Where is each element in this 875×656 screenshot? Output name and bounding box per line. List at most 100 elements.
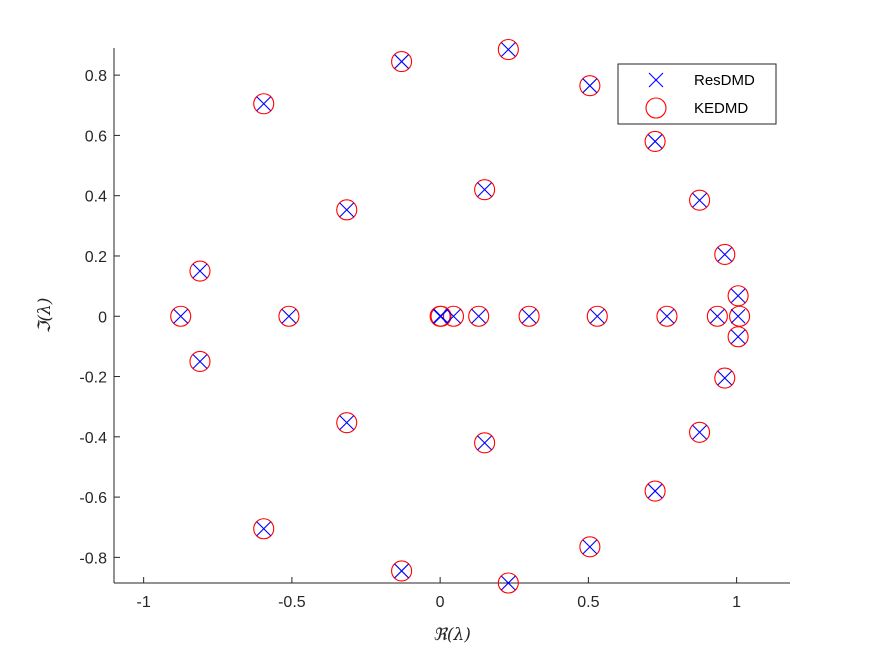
x-marker-stroke <box>709 308 725 324</box>
x-marker-stroke <box>717 370 733 386</box>
kedmd-point <box>689 189 711 211</box>
kedmd-point <box>714 243 736 266</box>
kedmd-point <box>278 305 300 327</box>
kedmd-series <box>170 38 751 594</box>
resdmd-point <box>477 435 493 451</box>
kedmd-point <box>253 518 275 540</box>
resdmd-point <box>256 96 272 112</box>
resdmd-point <box>433 308 449 324</box>
kedmd-point <box>644 130 666 152</box>
y-tick-label: -0.8 <box>79 550 107 567</box>
resdmd-point <box>521 308 537 324</box>
kedmd-point <box>706 305 728 327</box>
x-marker-stroke <box>648 72 664 88</box>
x-tick-label: 1 <box>732 594 741 611</box>
x-marker-stroke <box>471 308 487 324</box>
resdmd-point <box>692 424 707 440</box>
x-marker-stroke <box>647 134 663 149</box>
kedmd-point <box>727 326 749 348</box>
resdmd-point <box>432 308 448 324</box>
y-axis-label: ℑ(λ) <box>35 298 55 334</box>
kedmd-point <box>727 285 749 307</box>
y-tick-label: -0.2 <box>79 370 107 387</box>
resdmd-point <box>256 521 272 537</box>
kedmd-point <box>729 305 751 327</box>
x-marker-stroke <box>647 483 663 499</box>
x-marker-stroke <box>692 424 707 440</box>
x-marker-stroke <box>521 308 537 324</box>
x-marker-stroke <box>394 54 409 69</box>
resdmd-point <box>717 247 733 262</box>
y-tick-label: -0.6 <box>79 490 107 507</box>
x-tick-label: -1 <box>137 594 151 611</box>
resdmd-point <box>394 54 409 69</box>
y-tick-label: -0.4 <box>79 430 107 447</box>
kedmd-point <box>579 75 601 97</box>
kedmd-point <box>474 432 496 454</box>
axes: -1 -0.5 0 0.5 1 -0.8 -0.6 -0.4 -0.2 0 0.2 0.4 0.6 0.8 <box>79 48 790 611</box>
legend-label: ResDMD <box>694 72 755 89</box>
resdmd-point <box>647 483 663 499</box>
kedmd-point <box>336 199 358 221</box>
kedmd-point <box>714 367 736 389</box>
resdmd-point <box>709 308 725 324</box>
resdmd-point <box>192 354 208 369</box>
y-tick-label: 0.8 <box>85 68 107 85</box>
y-tick-label: 0.6 <box>85 128 107 145</box>
kedmd-point <box>586 305 608 327</box>
x-marker-stroke <box>339 202 355 218</box>
resdmd-point <box>500 42 516 57</box>
resdmd-point <box>446 308 461 324</box>
x-axis-label: ℜ(λ) <box>433 625 471 645</box>
x-marker-stroke <box>692 192 707 208</box>
y-tick-label: 0 <box>98 309 107 326</box>
kedmd-point <box>253 93 275 115</box>
x-tick-label: 0.5 <box>577 594 599 611</box>
kedmd-point <box>468 305 490 327</box>
resdmd-series <box>173 42 746 591</box>
x-marker-stroke <box>339 415 355 431</box>
x-marker-stroke <box>730 288 746 304</box>
resdmd-point <box>730 329 746 345</box>
resdmd-point <box>589 308 605 324</box>
x-marker-stroke <box>500 42 516 57</box>
resdmd-point <box>730 288 746 304</box>
resdmd-point <box>647 134 663 149</box>
kedmd-point <box>656 305 678 327</box>
x-marker-stroke <box>173 308 189 324</box>
x-marker-stroke <box>582 539 598 555</box>
kedmd-point <box>518 305 540 327</box>
kedmd-point <box>497 38 519 61</box>
resdmd-point <box>692 192 707 208</box>
legend-marker-resdmd <box>648 72 664 88</box>
kedmd-point <box>189 350 211 373</box>
kedmd-point <box>336 412 358 434</box>
x-marker-stroke <box>582 78 598 94</box>
x-marker-stroke <box>192 263 208 279</box>
x-marker-stroke <box>589 308 605 324</box>
resdmd-point <box>339 202 355 218</box>
legend-box <box>617 63 777 125</box>
kedmd-point <box>474 179 496 201</box>
resdmd-point <box>339 415 355 431</box>
kedmd-point <box>644 480 666 502</box>
x-marker-stroke <box>730 329 746 345</box>
resdmd-point <box>582 539 598 555</box>
legend-label: KEDMD <box>694 100 748 117</box>
resdmd-point <box>500 575 516 591</box>
kedmd-point <box>689 421 711 443</box>
x-marker-stroke <box>730 308 746 324</box>
resdmd-point <box>192 263 208 279</box>
x-marker-stroke <box>256 96 272 112</box>
kedmd-point <box>391 560 413 582</box>
kedmd-point <box>497 572 519 594</box>
x-marker-stroke <box>192 354 208 369</box>
y-tick-label: 0.4 <box>85 189 107 206</box>
kedmd-point <box>189 260 211 282</box>
kedmd-point <box>170 305 192 327</box>
resdmd-point <box>659 308 675 324</box>
x-marker-stroke <box>433 308 449 324</box>
kedmd-point <box>391 51 413 73</box>
x-marker-stroke <box>394 563 409 579</box>
